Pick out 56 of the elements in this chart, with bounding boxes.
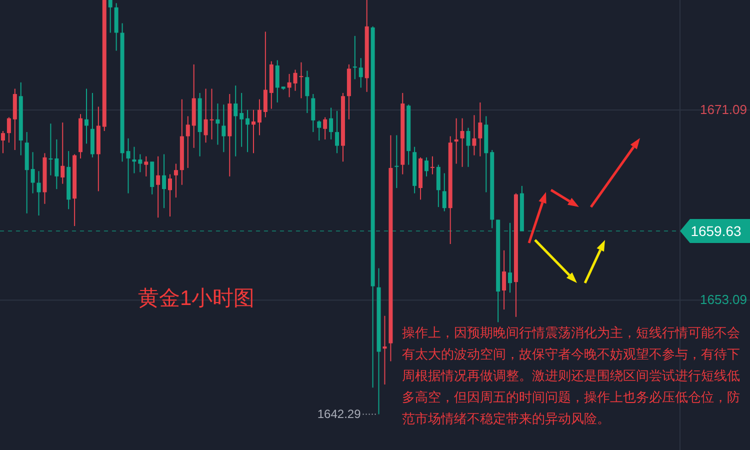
candlestick [6, 116, 11, 144]
candlestick [240, 92, 244, 148]
candlestick [30, 152, 35, 194]
candlestick [60, 122, 65, 184]
candlestick [246, 109, 250, 153]
annotation: 1642.29 [317, 407, 362, 422]
candlestick [174, 163, 178, 198]
candlestick [84, 88, 88, 144]
candlestick [454, 118, 458, 164]
candlestick [382, 315, 387, 386]
candlestick [460, 118, 464, 168]
text: 黄金1小时图 [138, 287, 255, 310]
candlestick [36, 170, 41, 216]
candlestick [48, 123, 53, 176]
candlestick [132, 146, 136, 174]
candlestick [430, 156, 434, 175]
candlestick [186, 116, 190, 168]
candlestick [508, 222, 512, 294]
ref-line-label: 1659.63 [690, 223, 742, 240]
candlestick [234, 85, 238, 157]
candlestick [352, 35, 357, 80]
candlestick [108, 0, 112, 34]
candlestick [502, 250, 506, 310]
candlestick [0, 130, 5, 154]
candlestick [478, 102, 482, 157]
y-tick-label: 1671.09 [700, 102, 747, 117]
candlestick [222, 104, 226, 153]
candlestick [317, 120, 322, 141]
candlestick [263, 31, 268, 118]
candlestick [162, 154, 166, 209]
candlestick [323, 116, 328, 140]
candlestick [358, 58, 363, 88]
y-tick-label: 1653.09 [700, 292, 747, 308]
candlestick [156, 156, 160, 218]
candlestick [138, 154, 142, 173]
candlestick [287, 73, 292, 98]
candlestick [335, 110, 340, 154]
candlestick [305, 70, 310, 114]
candlestick [168, 174, 172, 218]
candlestick [54, 138, 59, 190]
annotation: 操作上，因预期晚间行情震荡消化为主，短线行情可能不会有太大的波动空间，故保守者今晚不妨观望不参与，有待下周根据情况再做调整。激进则还是围绕区间尝试进行短线低多高空，但因周五的时间问题，操作上也务必压低仓位，防范市场情绪不稳定带来的异动风险。 [402, 325, 740, 426]
candlestick [442, 172, 446, 212]
candlestick [329, 107, 334, 140]
candlestick [252, 109, 256, 154]
candlestick [311, 94, 316, 133]
candlestick [210, 88, 214, 140]
candlestick [216, 103, 220, 146]
candlestick [204, 88, 208, 144]
candlestick [144, 156, 148, 177]
candlestick [424, 156, 428, 177]
candlestick [394, 134, 399, 189]
candlestick [275, 60, 280, 103]
candlestick [466, 127, 470, 168]
candlestick [472, 114, 476, 156]
candlestick [257, 98, 262, 136]
candlestick [436, 164, 440, 208]
